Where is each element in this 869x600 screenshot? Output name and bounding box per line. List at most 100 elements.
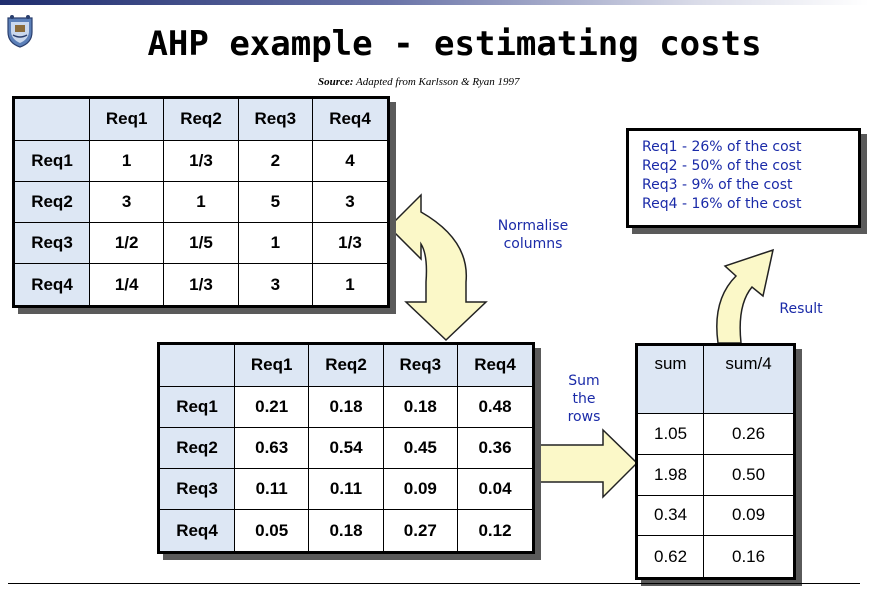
table-cell: 0.05 bbox=[233, 509, 310, 553]
table-row: Req4 0.05 0.18 0.27 0.12 bbox=[158, 509, 535, 553]
column-header: Req1 bbox=[88, 97, 165, 141]
row-header: Req1 bbox=[13, 139, 90, 182]
table-cell: 3 bbox=[311, 180, 390, 224]
column-header: Req2 bbox=[163, 97, 239, 141]
table-cell: 1 bbox=[88, 139, 165, 182]
table-cell: 0.12 bbox=[456, 509, 535, 553]
column-header: sum bbox=[635, 344, 705, 414]
table-cell: 3 bbox=[88, 180, 165, 224]
row-header: Req2 bbox=[13, 180, 90, 224]
table-cell: 0.50 bbox=[703, 453, 795, 496]
result-line: Req2 - 50% of the cost bbox=[642, 158, 802, 174]
table-cell: 0.54 bbox=[308, 426, 384, 470]
row-header: Req4 bbox=[13, 263, 90, 307]
source-citation: Source: Adapted from Karlsson & Ryan 199… bbox=[318, 76, 520, 88]
table-cell: 0.45 bbox=[382, 426, 458, 470]
normalised-matrix: Req1 Req2 Req3 Req4 Req1 0.21 0.18 0.18 … bbox=[157, 342, 535, 554]
table-cell: 0.16 bbox=[703, 535, 795, 579]
row-header: Req3 bbox=[158, 468, 235, 511]
column-header: Req4 bbox=[311, 97, 390, 141]
table-cell: 2 bbox=[237, 139, 313, 182]
table-cell: 0.18 bbox=[308, 509, 384, 553]
table-row: 0.62 0.16 bbox=[635, 535, 795, 579]
table-cell: 0.26 bbox=[703, 413, 795, 455]
source-label: Source: bbox=[318, 76, 354, 88]
table-cell: 0.21 bbox=[233, 385, 310, 428]
table-cell: 0.09 bbox=[703, 494, 795, 537]
pairwise-matrix: Req1 Req2 Req3 Req4 Req1 1 1/3 2 4 Req2 … bbox=[12, 96, 390, 308]
footer-divider bbox=[8, 583, 860, 584]
table-cell: 1/4 bbox=[88, 263, 165, 307]
table-cell: 4 bbox=[311, 139, 390, 182]
table-row: Req4 1/4 1/3 3 1 bbox=[13, 263, 390, 307]
table-cell: 0.18 bbox=[382, 385, 458, 428]
row-header: Req3 bbox=[13, 222, 90, 265]
header-row: Req1 Req2 Req3 Req4 bbox=[158, 343, 535, 387]
table-cell: 0.62 bbox=[635, 535, 705, 579]
table-cell: 5 bbox=[237, 180, 313, 224]
table-cell: 3 bbox=[237, 263, 313, 307]
sum-arrow bbox=[538, 428, 639, 499]
table-cell: 0.34 bbox=[635, 494, 705, 537]
table-row: Req1 0.21 0.18 0.18 0.48 bbox=[158, 385, 535, 428]
sum-table: sum sum/4 1.05 0.26 1.98 0.50 0.34 0.09 … bbox=[635, 343, 796, 580]
slide-title: AHP example - estimating costs bbox=[147, 24, 762, 64]
table-cell: 0.63 bbox=[233, 426, 310, 470]
table-cell: 0.48 bbox=[456, 385, 535, 428]
title-bar-gradient bbox=[0, 0, 869, 5]
table-cell: 1/3 bbox=[163, 263, 239, 307]
corner-cell bbox=[13, 97, 90, 141]
table-cell: 0.11 bbox=[308, 468, 384, 511]
normalise-line: Normalise bbox=[497, 218, 569, 234]
table-row: Req3 0.11 0.11 0.09 0.04 bbox=[158, 468, 535, 511]
sum-line: the bbox=[572, 391, 596, 407]
table-cell: 0.27 bbox=[382, 509, 458, 553]
normalise-arrow bbox=[387, 193, 488, 342]
column-header: sum/4 bbox=[703, 344, 795, 414]
table-cell: 0.18 bbox=[308, 385, 384, 428]
table-row: Req1 1 1/3 2 4 bbox=[13, 139, 390, 182]
table-cell: 0.04 bbox=[456, 468, 535, 511]
table-cell: 1 bbox=[237, 222, 313, 265]
result-line: Req1 - 26% of the cost bbox=[642, 139, 802, 155]
table-cell: 1 bbox=[311, 263, 390, 307]
row-header: Req2 bbox=[158, 426, 235, 470]
source-text: Adapted from Karlsson & Ryan 1997 bbox=[356, 76, 520, 88]
table-cell: 0.09 bbox=[382, 468, 458, 511]
table-row: 1.05 0.26 bbox=[635, 413, 795, 455]
sum-label: Sum the rows bbox=[549, 372, 619, 426]
header-row: Req1 Req2 Req3 Req4 bbox=[13, 97, 390, 141]
table-row: Req2 3 1 5 3 bbox=[13, 180, 390, 224]
table-cell: 0.36 bbox=[456, 426, 535, 470]
column-header: Req3 bbox=[382, 343, 458, 387]
table-cell: 1.05 bbox=[635, 413, 705, 455]
table-cell: 0.11 bbox=[233, 468, 310, 511]
sum-line: Sum bbox=[568, 373, 600, 389]
row-header: Req4 bbox=[158, 509, 235, 553]
table-cell: 1.98 bbox=[635, 453, 705, 496]
result-line: Req4 - 16% of the cost bbox=[642, 196, 802, 212]
crest-icon bbox=[7, 15, 33, 48]
header-row: sum sum/4 bbox=[635, 344, 795, 414]
row-header: Req1 bbox=[158, 385, 235, 428]
table-row: Req3 1/2 1/5 1 1/3 bbox=[13, 222, 390, 265]
table-cell: 1 bbox=[163, 180, 239, 224]
result-line: Req3 - 9% of the cost bbox=[642, 177, 793, 193]
result-label: Result bbox=[779, 301, 823, 317]
normalise-line: columns bbox=[503, 236, 563, 252]
normalise-label: Normalise columns bbox=[478, 217, 588, 253]
column-header: Req2 bbox=[308, 343, 384, 387]
column-header: Req3 bbox=[237, 97, 313, 141]
table-cell: 1/2 bbox=[88, 222, 165, 265]
corner-cell bbox=[158, 343, 235, 387]
table-row: 0.34 0.09 bbox=[635, 494, 795, 537]
table-cell: 1/5 bbox=[163, 222, 239, 265]
result-arrow bbox=[716, 248, 775, 344]
column-header: Req4 bbox=[456, 343, 535, 387]
column-header: Req1 bbox=[233, 343, 310, 387]
sum-line: rows bbox=[567, 409, 601, 425]
result-box: Req1 - 26% of the cost Req2 - 50% of the… bbox=[626, 128, 861, 228]
table-row: 1.98 0.50 bbox=[635, 453, 795, 496]
table-cell: 1/3 bbox=[163, 139, 239, 182]
table-cell: 1/3 bbox=[311, 222, 390, 265]
